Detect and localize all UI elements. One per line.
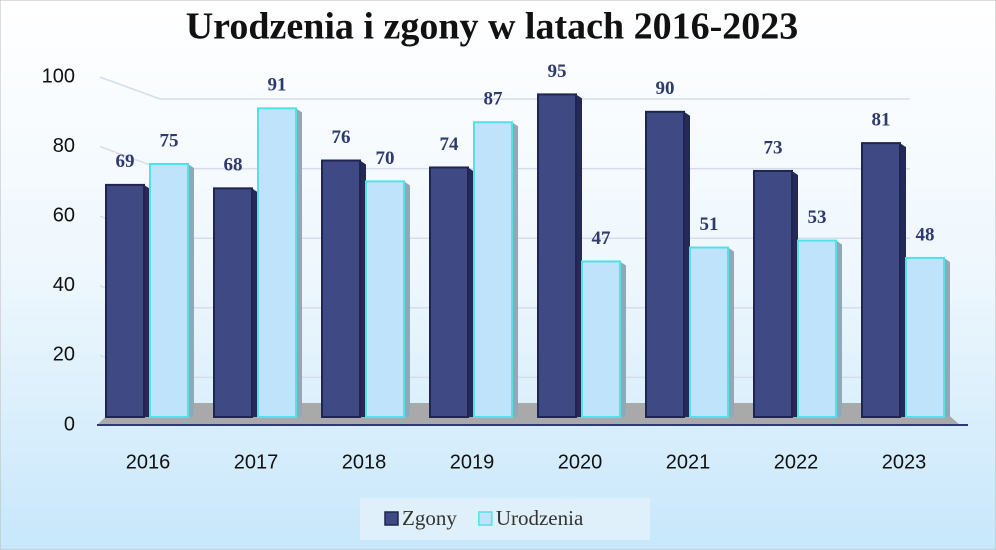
legend-swatch xyxy=(384,511,399,526)
bar xyxy=(753,169,793,418)
value-label: 53 xyxy=(808,207,827,228)
bar-side xyxy=(296,108,302,417)
value-label: 75 xyxy=(160,130,179,151)
bar-side xyxy=(728,247,734,417)
bar-side xyxy=(576,94,582,418)
y-tick-label: 0 xyxy=(64,413,75,435)
bar xyxy=(861,142,901,418)
legend-swatch xyxy=(478,511,493,526)
x-tick-label: 2022 xyxy=(774,451,819,473)
bar xyxy=(321,159,361,419)
bar-side xyxy=(188,164,194,417)
bar-side xyxy=(944,257,950,417)
bar-side xyxy=(512,122,518,418)
x-tick-label: 2021 xyxy=(666,451,711,473)
legend-label: Urodzenia xyxy=(496,506,584,530)
y-tick-label: 20 xyxy=(53,344,75,366)
bar xyxy=(365,180,405,418)
bar xyxy=(797,239,837,418)
y-tick-label: 40 xyxy=(53,274,75,296)
bar xyxy=(537,93,577,419)
value-label: 68 xyxy=(224,155,243,176)
bar-side xyxy=(252,188,258,417)
x-tick-label: 2018 xyxy=(342,451,387,473)
value-label: 81 xyxy=(872,109,891,130)
y-tick-label: 80 xyxy=(53,135,75,157)
value-label: 74 xyxy=(440,134,460,155)
x-tick-label: 2023 xyxy=(882,451,927,473)
bar xyxy=(105,183,145,418)
chart-title: Urodzenia i zgony w latach 2016-2023 xyxy=(186,6,799,48)
legend-label: Zgony xyxy=(402,506,457,530)
bar-side xyxy=(468,167,474,417)
value-label: 51 xyxy=(700,214,719,235)
legend-box xyxy=(360,498,650,540)
value-label: 69 xyxy=(116,151,135,172)
value-label: 73 xyxy=(764,137,783,158)
x-tick-label: 2019 xyxy=(450,451,495,473)
bar-side xyxy=(900,143,906,417)
bar xyxy=(149,163,189,418)
value-label: 91 xyxy=(268,75,287,96)
y-tick-label: 60 xyxy=(53,204,75,226)
bar xyxy=(213,187,253,418)
value-label: 70 xyxy=(376,148,395,169)
value-label: 76 xyxy=(332,127,351,148)
value-label: 87 xyxy=(484,89,504,110)
bar xyxy=(905,256,945,418)
bar-side xyxy=(792,170,798,417)
bar-side xyxy=(144,184,150,417)
bar-side xyxy=(620,261,626,417)
value-label: 95 xyxy=(548,61,567,82)
bar xyxy=(429,166,469,418)
bar-side xyxy=(404,181,410,417)
grid-line xyxy=(99,76,161,100)
bar-side xyxy=(684,111,690,418)
bar xyxy=(689,246,729,418)
bar-side xyxy=(836,240,842,417)
value-label: 48 xyxy=(916,224,935,245)
bar xyxy=(581,260,621,418)
bar xyxy=(257,107,297,418)
bar xyxy=(473,121,513,419)
y-tick-label: 100 xyxy=(42,65,75,87)
x-tick-label: 2017 xyxy=(234,451,279,473)
x-tick-label: 2020 xyxy=(558,451,603,473)
floor xyxy=(97,403,960,425)
x-tick-label: 2016 xyxy=(126,451,171,473)
value-label: 90 xyxy=(656,78,675,99)
bar-side xyxy=(360,160,366,417)
bar xyxy=(645,110,685,419)
value-label: 47 xyxy=(592,228,612,249)
